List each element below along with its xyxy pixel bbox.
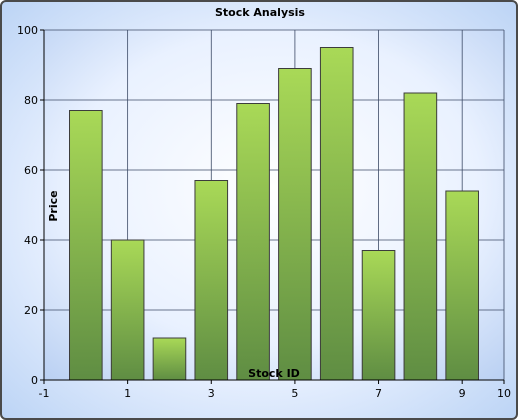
x-tick-label-9: 9: [459, 387, 466, 400]
y-tick-label-40: 40: [24, 234, 38, 247]
tick-labels: 0 20 40 60 80 100 -1 1 3 5 7 9 10: [17, 24, 511, 400]
bar-0: [69, 110, 103, 381]
x-axis-title: Stock ID: [248, 367, 300, 380]
bar-9: [445, 190, 479, 381]
axes: [43, 30, 504, 381]
x-tick-label-7: 7: [375, 387, 382, 400]
y-axis-title: Price: [47, 190, 60, 221]
x-tick-label-3: 3: [208, 387, 215, 400]
x-tick-label-1: 1: [124, 387, 131, 400]
bar-4: [236, 103, 270, 381]
chart-title: Stock Analysis: [215, 6, 305, 19]
x-tick-label--1: -1: [39, 387, 50, 400]
y-tick-label-60: 60: [24, 164, 38, 177]
y-tick-label-100: 100: [17, 24, 38, 37]
x-tick-label-10: 10: [497, 387, 511, 400]
y-tick-label-20: 20: [24, 304, 38, 317]
bar-series: [69, 47, 479, 381]
y-tick-label-80: 80: [24, 94, 38, 107]
y-tick-label-0: 0: [31, 374, 38, 387]
bar-1: [110, 239, 145, 381]
bar-2: [152, 337, 187, 381]
bar-3: [194, 180, 229, 381]
bar-8: [403, 92, 438, 381]
x-tick-label-5: 5: [291, 387, 298, 400]
bar-6: [319, 47, 354, 381]
bar-7: [361, 250, 396, 381]
bar-5: [278, 68, 312, 381]
